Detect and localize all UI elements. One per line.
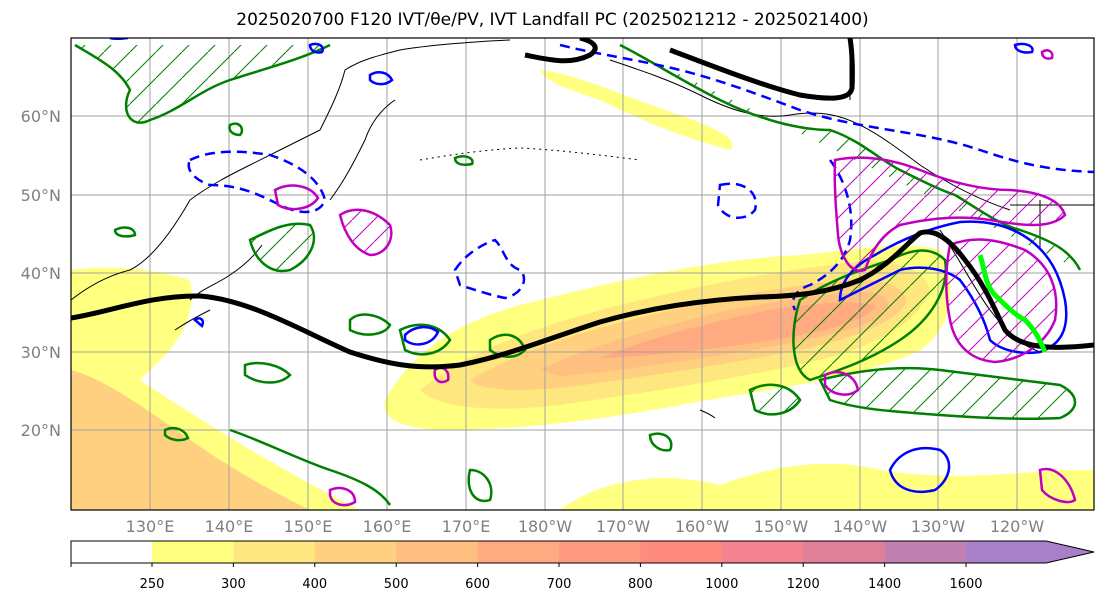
colorbar: 250 300 400 500 600 700 800 1000 1200 1400 1600 [70, 540, 1095, 592]
lon-label-180w: 180°W [518, 517, 573, 536]
magenta-small4 [1038, 467, 1077, 504]
theta-green-blob2 [398, 323, 452, 356]
pv-blue-small1 [368, 71, 394, 86]
pv-blue-south [888, 446, 951, 494]
colorbar-tick-label-300: 300 [221, 577, 246, 592]
pv-dashed-mid [453, 238, 526, 300]
colorbar-seg-1400 [884, 541, 967, 563]
lon-label-120w: 120°W [990, 517, 1045, 536]
lat-label-40: 40°N [21, 264, 61, 283]
theta-green-mid [248, 222, 316, 273]
magenta-mid [338, 208, 393, 257]
colorbar-tick-label-250: 250 [140, 577, 165, 592]
colorbar-seg-250 [152, 541, 234, 563]
colorbar-tick-label-400: 400 [302, 577, 327, 592]
colorbar-seg-500 [396, 541, 479, 563]
theta-green-sw [229, 428, 392, 506]
theta-green-blob4 [243, 361, 292, 384]
magenta-small2 [823, 371, 860, 396]
lat-label-50: 50°N [21, 186, 61, 205]
coast-kamchatka [329, 99, 396, 201]
lon-label-140w: 140°W [833, 517, 888, 536]
colorbar-extend-arrow [1046, 541, 1094, 563]
theta-green-blob1 [348, 313, 392, 336]
pv-blue-small3 [193, 317, 205, 328]
jet-main [71, 229, 1094, 370]
pv-blue-small5 [1013, 42, 1034, 54]
colorbar-seg-white [71, 541, 152, 563]
theta-green-central [792, 249, 948, 382]
theta-green-blob6 [163, 426, 190, 442]
theta-green-blob8 [467, 468, 493, 503]
magenta-west [273, 184, 320, 211]
lat-label-60: 60°N [21, 107, 61, 126]
magenta-ne [833, 156, 1067, 272]
colorbar-tick-label-800: 800 [628, 577, 653, 592]
colorbar-seg-400 [314, 541, 397, 563]
colorbar-seg-300 [233, 541, 316, 563]
colorbar-seg-600 [477, 541, 560, 563]
lon-label-130e: 130°E [126, 517, 175, 536]
colorbar-tick-label-700: 700 [547, 577, 572, 592]
colorbar-seg-1200 [803, 541, 886, 563]
magenta-small5 [1040, 49, 1054, 60]
lon-labels: 130°E 140°E 150°E 160°E 170°E 180°W 170°… [126, 517, 1045, 536]
lat-labels: 60°N 50°N 40°N 30°N 20°N [21, 107, 61, 440]
lon-label-150w: 150°W [754, 517, 809, 536]
lon-label-170e: 170°E [442, 517, 491, 536]
colorbar-seg-1600 [966, 541, 1048, 563]
colorbar-tick-label-1600: 1600 [949, 577, 982, 592]
colorbar-seg-1000 [721, 541, 804, 563]
pv-blue-small4 [308, 42, 324, 54]
lon-label-150e: 150°E [284, 517, 333, 536]
jet-line [71, 38, 1094, 370]
magenta-small3 [328, 486, 357, 507]
ivt-fill-south [560, 463, 1094, 510]
pv-blue-small2 [403, 325, 440, 346]
colorbar-tick-label-1400: 1400 [868, 577, 901, 592]
colorbar-tick-label-1000: 1000 [705, 577, 738, 592]
lat-label-30: 30°N [21, 343, 61, 362]
ivt-fill-north [540, 70, 733, 150]
lon-label-160e: 160°E [363, 517, 412, 536]
ivt-fill-west-2 [71, 370, 310, 510]
pv-dashed-central [716, 182, 757, 219]
colorbar-outline [70, 540, 1095, 564]
jet-north [524, 38, 855, 101]
lon-label-160w: 160°W [675, 517, 730, 536]
colorbar-tick-label-600: 600 [465, 577, 490, 592]
pv-dashed-nw [187, 150, 327, 214]
colorbar-ticks: 250 300 400 500 600 700 800 1000 1200 1400 1600 [70, 563, 983, 592]
theta-green-south [818, 366, 1077, 421]
coast-asia [71, 39, 511, 301]
theta-green-blob10 [228, 122, 244, 137]
theta-green-nw [74, 43, 331, 124]
colorbar-tick-label-1200: 1200 [787, 577, 820, 592]
landfall-path [977, 254, 1048, 353]
theta-green-blob5 [748, 383, 802, 416]
map-layers [71, 38, 1094, 510]
colorbar-seg-700 [559, 541, 641, 563]
coast-hawaii [699, 409, 716, 419]
lon-label-130w: 130°W [911, 517, 966, 536]
colorbar-segments [152, 541, 1048, 563]
plot-border [70, 37, 1095, 511]
pv-dashed-ne [559, 43, 1094, 174]
theta-green-blob11 [453, 155, 474, 166]
colorbar-seg-800 [640, 541, 723, 563]
lon-label-170w: 170°W [596, 517, 651, 536]
lat-label-20: 20°N [21, 421, 61, 440]
theta-green-blob9 [113, 226, 137, 238]
theta-green-blob7 [648, 432, 673, 452]
map-title: 2025020700 F120 IVT/θe/PV, IVT Landfall … [236, 10, 869, 30]
colorbar-tick-label-500: 500 [384, 577, 409, 592]
lon-label-140e: 140°E [205, 517, 254, 536]
